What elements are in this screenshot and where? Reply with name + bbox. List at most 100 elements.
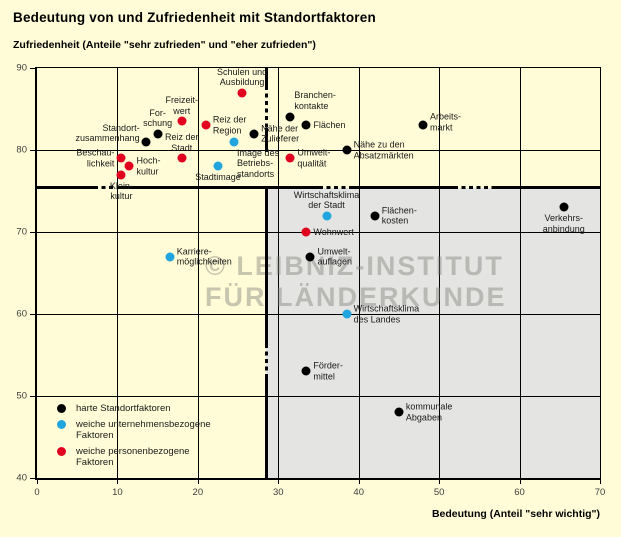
y-axis-title: Zufriedenheit (Anteile "sehr zufrieden" … — [13, 39, 316, 51]
data-point — [285, 112, 295, 122]
x-tick-label: 60 — [514, 487, 525, 498]
point-label: kommunale Abgaben — [405, 401, 453, 423]
x-tick-label: 0 — [34, 487, 40, 498]
data-point — [124, 161, 134, 171]
point-label: Umwelt- qualität — [297, 147, 331, 169]
y-tick-mark — [30, 314, 36, 315]
data-point — [237, 88, 247, 98]
x-tick-mark — [439, 478, 441, 484]
point-label: Wirtschaftsklima des Landes — [353, 303, 420, 325]
quadrant-divider-vertical — [264, 186, 268, 344]
chart-title: Bedeutung von und Zufriedenheit mit Stan… — [13, 10, 376, 25]
data-point — [229, 137, 239, 147]
legend-swatch — [57, 446, 66, 456]
point-label: Stadtimage — [195, 172, 241, 183]
watermark: © LEIBNIZ-INSTITUT FÜR LÄNDERKUNDE — [205, 251, 507, 312]
legend-label: harte Standortfaktoren — [76, 403, 171, 414]
shaded-quadrant — [266, 187, 600, 478]
x-tick-label: 20 — [192, 487, 204, 498]
y-tick-mark — [30, 396, 36, 397]
legend-label: weiche personenbezogene Faktoren — [76, 445, 190, 469]
y-tick-mark — [30, 232, 36, 233]
point-label: Arbeits- markt — [430, 111, 462, 133]
point-label: Hoch- kultur — [136, 155, 161, 177]
legend-label: weiche unternehmensbezogene Faktoren — [76, 418, 211, 442]
quadrant-divider-vertical — [264, 344, 268, 378]
data-point — [559, 202, 569, 212]
x-tick-label: 30 — [272, 487, 284, 498]
quadrant-divider-horizontal — [492, 186, 600, 190]
y-tick-label: 90 — [16, 62, 27, 74]
gridline-vertical — [117, 68, 119, 478]
point-label: Klein- kultur — [109, 180, 133, 202]
data-point — [285, 153, 295, 163]
data-point — [342, 309, 352, 319]
gridline-horizontal — [37, 232, 600, 233]
gridline-vertical — [197, 68, 199, 478]
legend-item: weiche unternehmensbezogene Faktoren — [57, 419, 211, 442]
point-label: Beschau- lichkeit — [76, 147, 115, 169]
x-tick-mark — [197, 478, 199, 484]
x-tick-mark — [278, 478, 280, 484]
data-point — [322, 211, 332, 221]
data-point — [342, 145, 352, 155]
legend-item: harte Standortfaktoren — [57, 403, 211, 415]
y-tick-label: 50 — [16, 390, 27, 402]
data-point — [301, 120, 311, 130]
y-tick-mark — [30, 478, 36, 479]
point-label: For- schung — [143, 107, 173, 129]
gridline-horizontal — [37, 314, 600, 315]
quadrant-divider-vertical — [264, 68, 268, 86]
plot-area: 0 10 20 30 40 50 60 70 40 50 60 70 80 90 © LEIBNIZ-INS… — [16, 63, 605, 499]
y-tick-mark — [30, 150, 36, 151]
quadrant-divider-horizontal — [454, 186, 492, 190]
data-point — [141, 137, 151, 147]
quadrant-divider-horizontal — [319, 186, 349, 190]
gridline-vertical — [439, 68, 441, 478]
x-tick-mark — [37, 478, 38, 484]
data-point — [370, 211, 380, 221]
y-tick-mark — [30, 68, 36, 69]
legend: harte Standortfaktoren weiche unternehmen… — [57, 403, 211, 473]
gridline-horizontal — [37, 396, 600, 397]
data-point — [116, 153, 126, 163]
point-label: Verkehrs- anbindung — [542, 213, 585, 234]
point-label: Umwelt- auflagen — [317, 246, 352, 267]
data-point — [301, 366, 311, 376]
data-point — [177, 153, 187, 163]
data-point — [301, 227, 311, 237]
data-point — [153, 129, 163, 139]
legend-swatch — [57, 419, 66, 429]
x-tick-label: 10 — [112, 487, 123, 498]
quadrant-divider-vertical — [264, 86, 268, 128]
point-label: Image des Betriebs- standorts — [237, 147, 280, 179]
y-tick-label: 40 — [16, 472, 27, 484]
gridline-vertical — [519, 68, 521, 478]
x-tick-label: 50 — [433, 487, 445, 498]
y-tick-label: 70 — [16, 226, 27, 238]
x-axis-title: Bedeutung (Anteil "sehr wichtig") — [431, 508, 600, 520]
quadrant-divider-vertical — [264, 378, 268, 478]
y-tick-label: 80 — [16, 144, 27, 156]
x-tick-label: 40 — [353, 487, 364, 498]
quadrant-divider-horizontal — [119, 186, 319, 190]
point-label: Branchen- kontakte — [294, 90, 336, 111]
quadrant-divider-horizontal — [37, 186, 94, 190]
point-label: Wohnwert — [313, 226, 354, 237]
data-point — [213, 161, 223, 171]
data-point — [305, 252, 315, 262]
data-point — [165, 252, 175, 262]
data-point — [116, 170, 126, 180]
x-tick-mark — [358, 478, 360, 484]
point-label: Förder- mittel — [313, 360, 343, 382]
point-label: Standort- zusammenhang — [75, 122, 140, 144]
quadrant-divider-horizontal — [94, 186, 119, 190]
point-label: Karriere- möglichkeiten — [176, 246, 232, 267]
x-tick-label: 70 — [594, 487, 606, 498]
x-tick-mark — [600, 478, 601, 484]
x-tick-mark — [519, 478, 521, 484]
data-point — [394, 407, 404, 417]
x-tick-mark — [117, 478, 119, 484]
legend-item: weiche personenbezogene Faktoren — [57, 446, 211, 469]
